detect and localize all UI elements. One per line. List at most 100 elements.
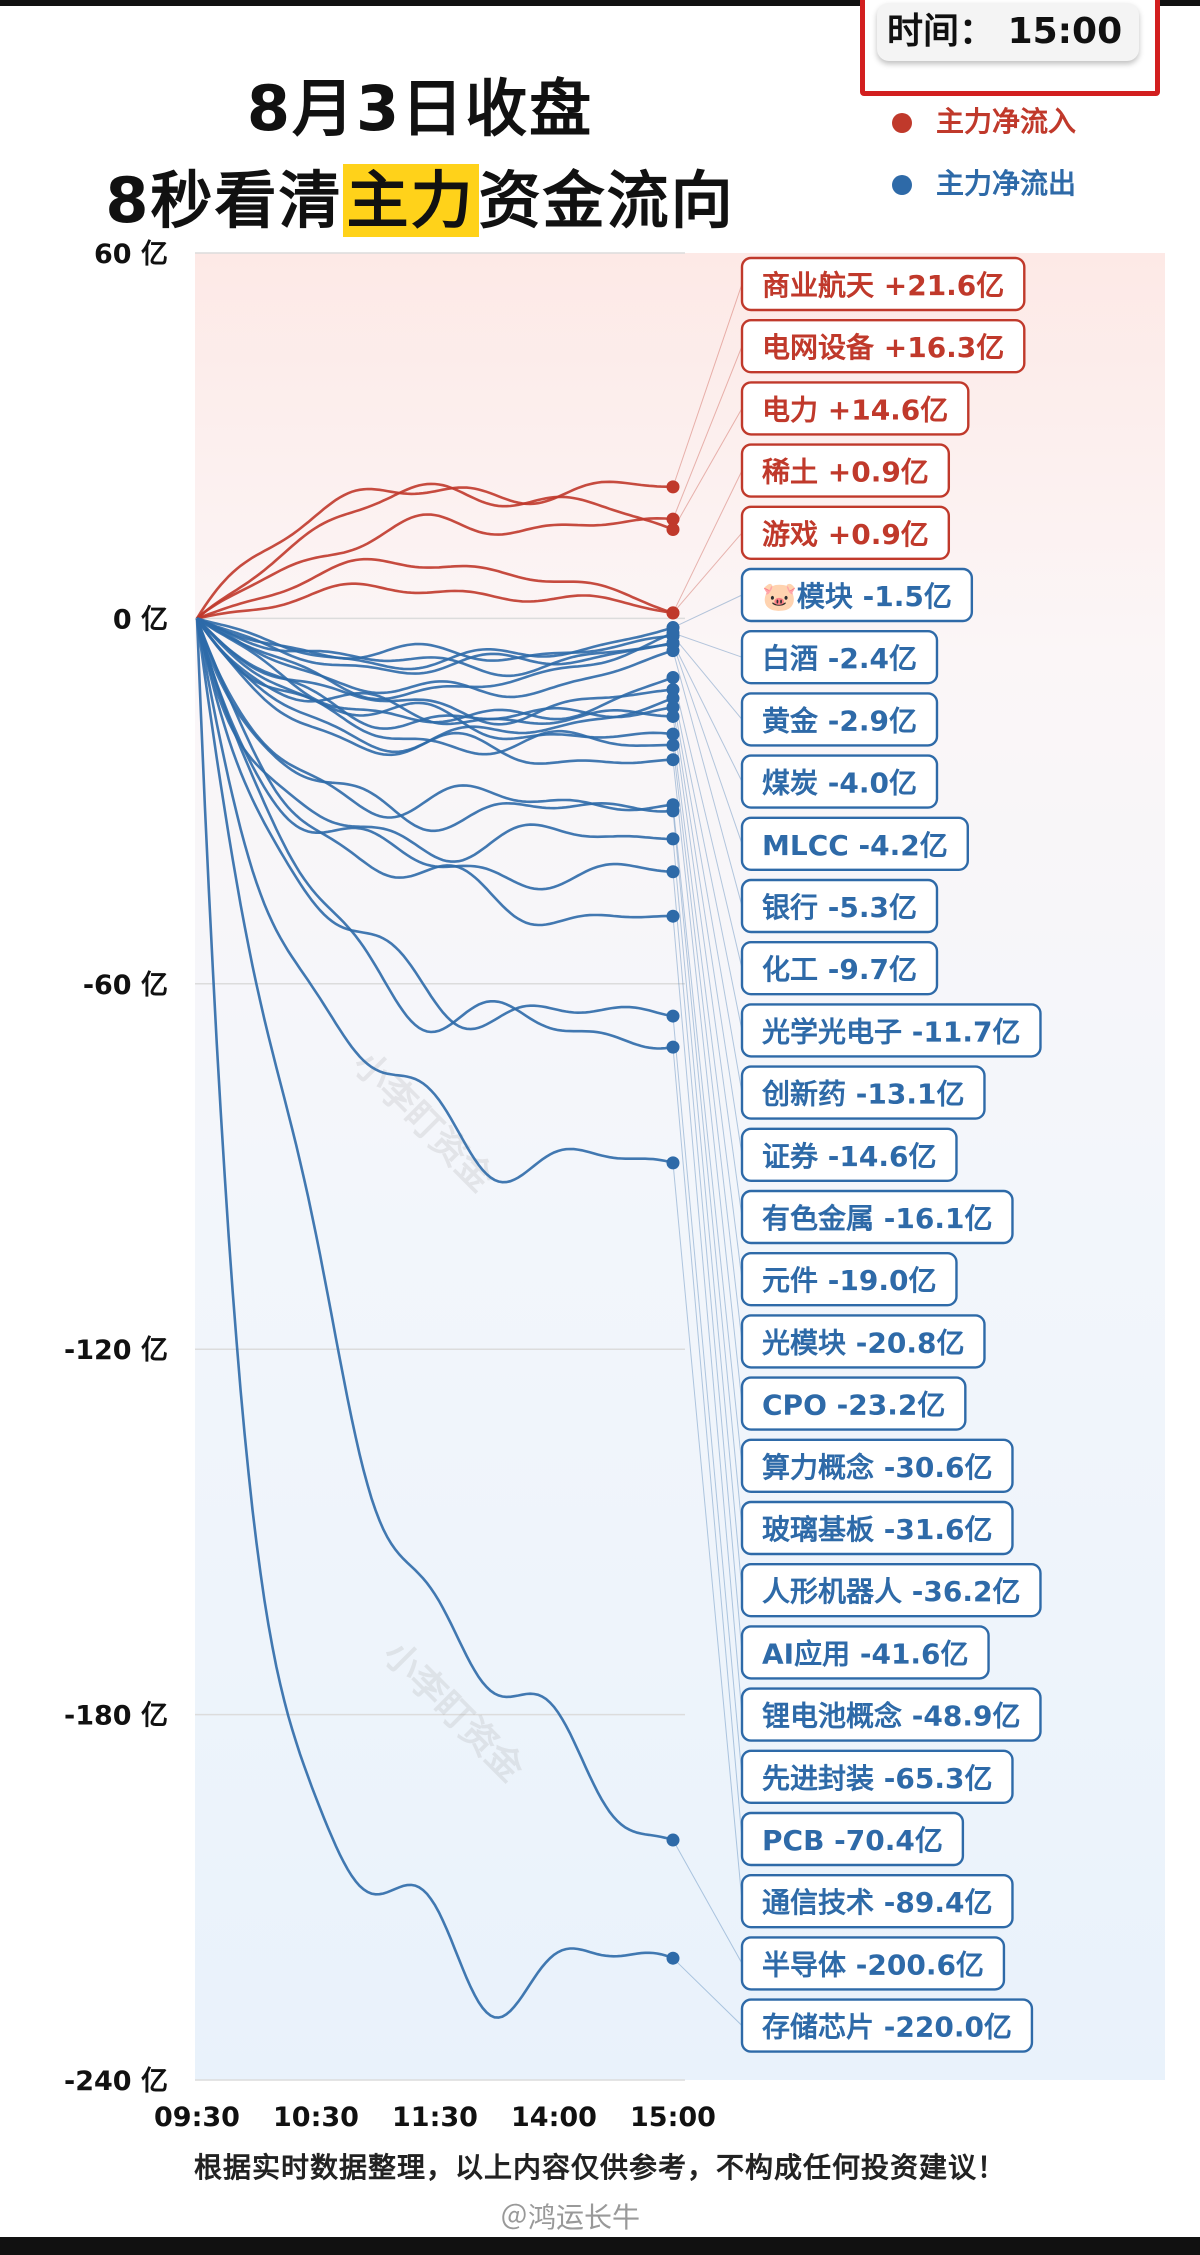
time-label: 时间：	[887, 11, 996, 52]
bottom-frame-bar	[0, 2237, 1200, 2255]
y-tick-label: -180 亿	[64, 1701, 168, 1732]
series-label-box	[740, 1500, 1014, 1556]
series-label: 煤炭 -4.0亿	[762, 767, 917, 800]
series-end-dot	[666, 804, 680, 818]
series-label: 🐷模块 -1.5亿	[762, 580, 952, 613]
series-label: 游戏 +0.9亿	[762, 518, 929, 551]
series-label: 稀土 +0.9亿	[762, 456, 929, 489]
series-end-dot	[666, 738, 680, 752]
y-tick-label: -60 亿	[83, 970, 168, 1001]
time-box: 时间： 15:00	[860, 0, 1160, 96]
series-line	[195, 618, 674, 1842]
x-tick-label: 10:30	[273, 2102, 359, 2133]
legend-inflow: 主力净流入	[892, 100, 1076, 140]
leader-line	[672, 594, 743, 628]
series-label: 商业航天 +21.6亿	[762, 269, 1004, 302]
time-display: 时间： 15:00	[877, 3, 1139, 61]
subtitle-suffix: 资金流向	[478, 164, 735, 237]
series-label-box	[740, 505, 951, 560]
legend-outflow-label: 主力净流出	[936, 167, 1077, 200]
series-end-dot	[666, 909, 680, 923]
series-line	[196, 557, 674, 620]
series-line	[196, 582, 674, 620]
series-end-dot	[666, 753, 680, 767]
leader-line	[672, 643, 743, 844]
leader-line	[672, 1957, 743, 2026]
y-tick-label: -120 亿	[64, 1335, 168, 1366]
series-label: 先进封装 -65.3亿	[762, 1762, 992, 1795]
series-line	[195, 618, 674, 1050]
leader-line	[672, 1047, 743, 1840]
subtitle-prefix: 8秒看清	[105, 164, 343, 237]
series-label: 白酒 -2.4亿	[762, 642, 917, 675]
series-label-box	[740, 1189, 1014, 1245]
series-end-dot	[666, 832, 680, 846]
series-label-box	[740, 1749, 1014, 1805]
series-label: AI应用 -41.6亿	[762, 1637, 969, 1670]
series-label-box	[740, 381, 970, 436]
legend-inflow-label: 主力净流入	[936, 105, 1077, 138]
plot-background	[195, 253, 1165, 2080]
weibo-handle: ＠鸿运长牛	[500, 2201, 641, 2234]
series-label: 玻璃基板 -31.6亿	[762, 1513, 992, 1546]
series-label-box	[740, 1127, 958, 1183]
leader-line	[672, 1016, 743, 1777]
leader-line	[672, 707, 743, 1155]
page-subtitle: 8秒看清主力资金流向	[0, 150, 840, 240]
series-line	[195, 618, 674, 1184]
series-label-box	[740, 1065, 986, 1120]
x-tick-label: 11:30	[392, 2102, 478, 2133]
series-label: 创新药 -13.1亿	[761, 1078, 964, 1111]
leader-line	[672, 759, 743, 1404]
series-end-dot	[666, 480, 680, 494]
series-end-dot	[666, 865, 680, 879]
disclaimer-text: 根据实时数据整理，以上内容仅供参考，不构成任何投资建议！	[193, 2151, 1006, 2184]
y-tick-label: 0 亿	[113, 604, 168, 635]
series-line	[196, 617, 674, 730]
leader-line	[672, 650, 743, 907]
series-label: 元件 -19.0亿	[762, 1264, 936, 1297]
series-label-box	[740, 1314, 986, 1369]
series-label-box	[740, 319, 1026, 374]
leader-line	[672, 734, 743, 1280]
page-title: 8月3日收盘	[246, 72, 594, 145]
series-line	[195, 617, 674, 927]
series-label: 证券 -14.6亿	[762, 1140, 936, 1173]
series-label: 算力概念 -30.6亿	[762, 1451, 992, 1484]
series-end-dot	[666, 1833, 680, 1847]
series-label: 电网设备 +16.3亿	[762, 331, 1004, 364]
leader-line	[672, 916, 743, 1715]
leader-line	[672, 470, 743, 614]
series-end-dot	[666, 709, 680, 723]
series-line	[195, 617, 673, 756]
x-tick-label: 14:00	[511, 2102, 597, 2133]
subtitle-highlight: 主力	[342, 164, 479, 237]
series-label-box	[740, 256, 1026, 312]
series-label: 电力 +14.6亿	[762, 393, 948, 426]
leader-line	[672, 346, 743, 520]
series-label-box	[740, 1562, 1042, 1618]
series-line	[196, 513, 674, 620]
series-end-dot	[666, 512, 680, 526]
leader-line	[672, 408, 743, 530]
series-label-box	[740, 1438, 1014, 1494]
fund-flow-chart: 60 亿 0 亿 -60 亿 -120 亿 -180 亿 -240 亿 09:30 10:30…	[64, 239, 1165, 2133]
series-end-dot	[666, 644, 680, 658]
legend-outflow: 主力净流出	[892, 162, 1076, 202]
series-line	[196, 617, 674, 678]
series-label-box	[740, 1376, 967, 1431]
series-label: PCB -70.4亿	[762, 1824, 943, 1857]
series-end-dot	[666, 1040, 680, 1054]
leader-line	[672, 532, 743, 614]
leader-line	[672, 677, 743, 969]
series-line	[195, 618, 674, 833]
series-label: 光学光电子 -11.7亿	[761, 1015, 1020, 1048]
series-line	[195, 617, 674, 765]
legend-inflow-dot	[892, 113, 912, 133]
leader-line	[672, 1162, 743, 1902]
leader-line	[672, 716, 743, 1218]
series-label-box	[740, 567, 974, 623]
leader-line	[672, 698, 743, 1093]
x-tick-label: 09:30	[154, 2102, 240, 2133]
series-label-box	[740, 1003, 1042, 1058]
